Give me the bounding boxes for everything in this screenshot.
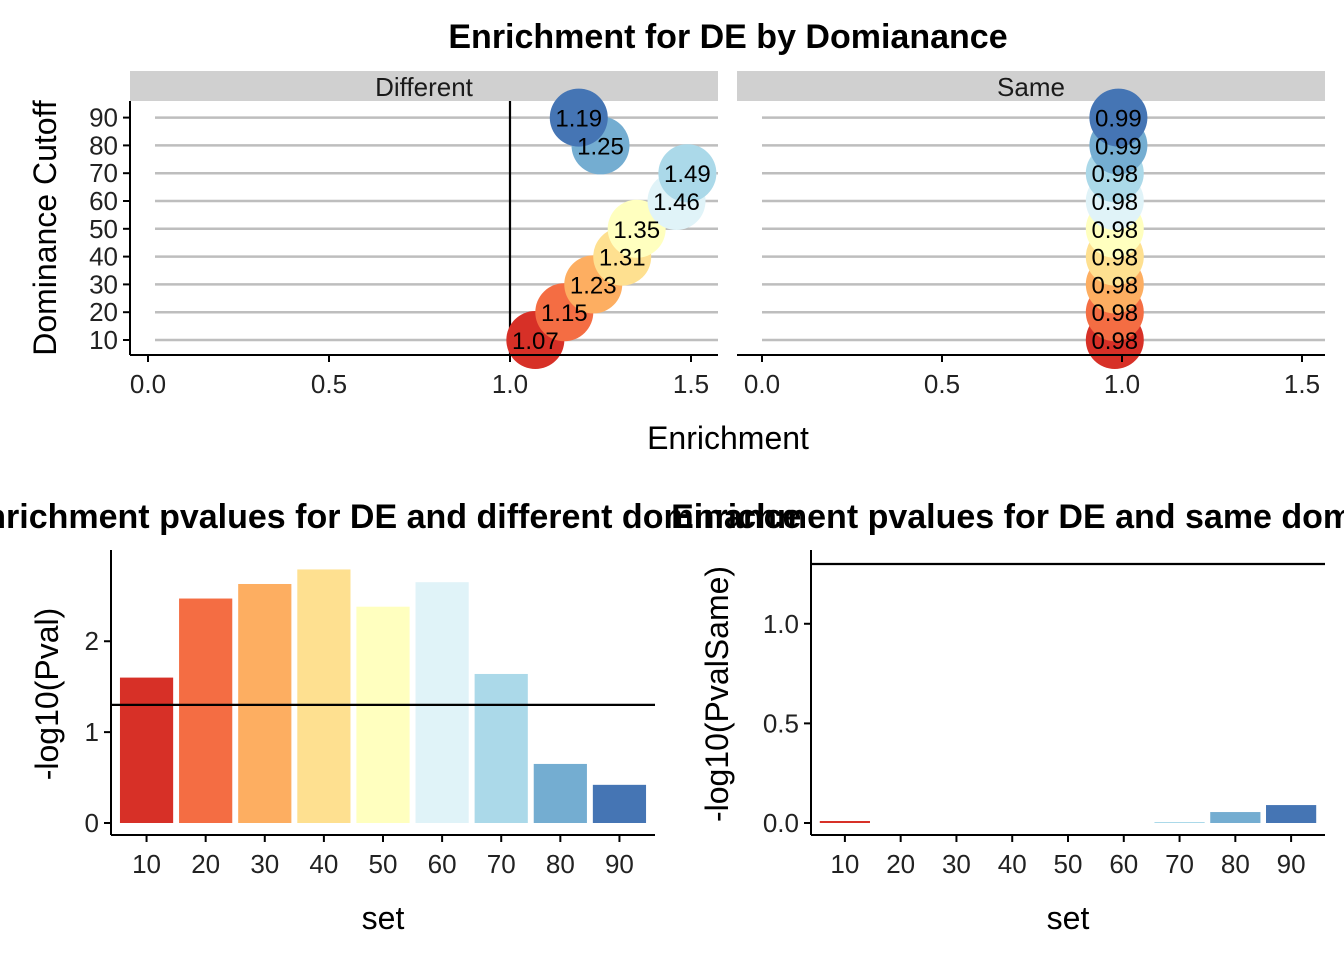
bar	[179, 598, 233, 823]
data-label: 1.15	[541, 300, 588, 327]
facet-strip	[737, 71, 1325, 101]
data-label: 0.98	[1091, 245, 1138, 272]
data-label: 1.25	[577, 133, 624, 160]
data-label: 1.35	[613, 217, 660, 244]
data-label: 1.23	[570, 272, 617, 299]
bar	[592, 784, 647, 823]
bottom-left-chart-ylabel: -log10(Pval)	[29, 608, 65, 781]
x-tick-label: 20	[191, 849, 220, 879]
y-tick-label: 1.0	[763, 609, 799, 639]
y-tick-label: 90	[89, 103, 118, 133]
y-tick-label: 2	[85, 626, 99, 656]
bar	[238, 583, 292, 823]
top-chart-xlabel: Enrichment	[647, 420, 809, 456]
y-tick-label: 1	[85, 717, 99, 747]
bar	[819, 821, 870, 823]
x-tick-label: 1.5	[673, 369, 709, 399]
x-tick-label: 1.0	[1104, 369, 1140, 399]
data-label: 0.98	[1091, 300, 1138, 327]
bottom-right-chart: Enrichment pvalues for DE and same domin…	[671, 498, 1344, 936]
bar	[415, 582, 469, 823]
bar	[297, 569, 351, 823]
top-chart-title: Enrichment for DE by Domianance	[448, 18, 1007, 56]
x-tick-label: 50	[369, 849, 398, 879]
x-tick-label: 70	[1165, 849, 1194, 879]
bottom-left-chart-xlabel: set	[362, 900, 405, 936]
y-tick-label: 70	[89, 158, 118, 188]
data-label: 0.99	[1095, 133, 1142, 160]
y-tick-label: 0	[85, 808, 99, 838]
y-tick-label: 40	[89, 242, 118, 272]
bar	[1154, 822, 1205, 823]
x-tick-label: 20	[886, 849, 915, 879]
x-tick-label: 80	[546, 849, 575, 879]
bar	[1210, 812, 1261, 823]
facet-strip	[130, 71, 718, 101]
y-tick-label: 80	[89, 130, 118, 160]
data-label: 0.98	[1091, 328, 1138, 355]
y-tick-label: 60	[89, 186, 118, 216]
data-label: 1.07	[512, 328, 559, 355]
x-tick-label: 90	[1277, 849, 1306, 879]
data-label: 1.49	[664, 161, 711, 188]
top-chart: Enrichment for DE by Domianance Dominanc…	[27, 18, 1325, 456]
data-label: 0.98	[1091, 272, 1138, 299]
bar	[474, 673, 528, 823]
top-chart-ylabel: Dominance Cutoff	[27, 100, 63, 356]
data-label: 1.31	[599, 245, 646, 272]
bar	[533, 763, 587, 823]
bottom-right-plot: 10 20 30 40 50 60 70 80 90 0.0 0.5 1.0	[763, 550, 1325, 879]
x-tick-label: 0.5	[924, 369, 960, 399]
y-tick-label: 20	[89, 297, 118, 327]
x-tick-label: 10	[830, 849, 859, 879]
data-label: 0.98	[1091, 217, 1138, 244]
facet-panel-different: Different 1.071.151.231.311.351.461.49 1.2…	[89, 71, 718, 399]
bar	[1266, 805, 1317, 823]
x-tick-label: 0.5	[311, 369, 347, 399]
x-tick-label: 10	[132, 849, 161, 879]
y-tick-label: 10	[89, 325, 118, 355]
data-label: 0.98	[1091, 189, 1138, 216]
x-tick-label: 40	[998, 849, 1027, 879]
data-point	[658, 144, 717, 203]
facet-panel-same: Same0.980.980.980.980.980.980.980.990.99…	[737, 71, 1325, 399]
x-tick-label: 50	[1054, 849, 1083, 879]
x-tick-label: 70	[487, 849, 516, 879]
x-tick-label: 60	[428, 849, 457, 879]
data-label: 0.99	[1095, 106, 1142, 133]
bar	[356, 606, 410, 823]
x-tick-label: 90	[605, 849, 634, 879]
x-tick-label: 60	[1109, 849, 1138, 879]
bottom-right-chart-xlabel: set	[1047, 900, 1090, 936]
top-chart-panels: Different 1.071.151.231.311.351.461.49 1.2…	[89, 71, 1325, 399]
data-point	[549, 88, 608, 147]
y-tick-label: 0.5	[763, 708, 799, 738]
y-tick-label: 30	[89, 269, 118, 299]
bottom-left-plot: 10 20 30 40 50 60 70 80 90 0 1 2	[85, 550, 655, 879]
x-tick-label: 30	[250, 849, 279, 879]
x-tick-label: 30	[942, 849, 971, 879]
bottom-left-chart-title: Enrichment pvalues for DE and different …	[0, 498, 801, 536]
data-label: 1.46	[653, 189, 700, 216]
facet-strip-label: Same	[997, 72, 1065, 102]
x-tick-label: 0.0	[130, 369, 166, 399]
bottom-left-chart: Enrichment pvalues for DE and different …	[0, 498, 801, 936]
bar	[119, 677, 174, 823]
x-tick-label: 0.0	[744, 369, 780, 399]
y-tick-label: 0.0	[763, 808, 799, 838]
x-tick-label: 1.5	[1284, 369, 1320, 399]
x-tick-label: 80	[1221, 849, 1250, 879]
bottom-right-chart-title: Enrichment pvalues for DE and same domin…	[671, 498, 1344, 536]
data-label: 0.98	[1091, 161, 1138, 188]
data-label: 1.19	[555, 106, 602, 133]
x-tick-label: 1.0	[492, 369, 528, 399]
x-tick-label: 40	[309, 849, 338, 879]
facet-strip-label: Different	[375, 72, 474, 102]
bottom-right-chart-ylabel: -log10(PvalSame)	[699, 566, 735, 822]
data-point	[1089, 88, 1148, 147]
y-tick-label: 50	[89, 214, 118, 244]
